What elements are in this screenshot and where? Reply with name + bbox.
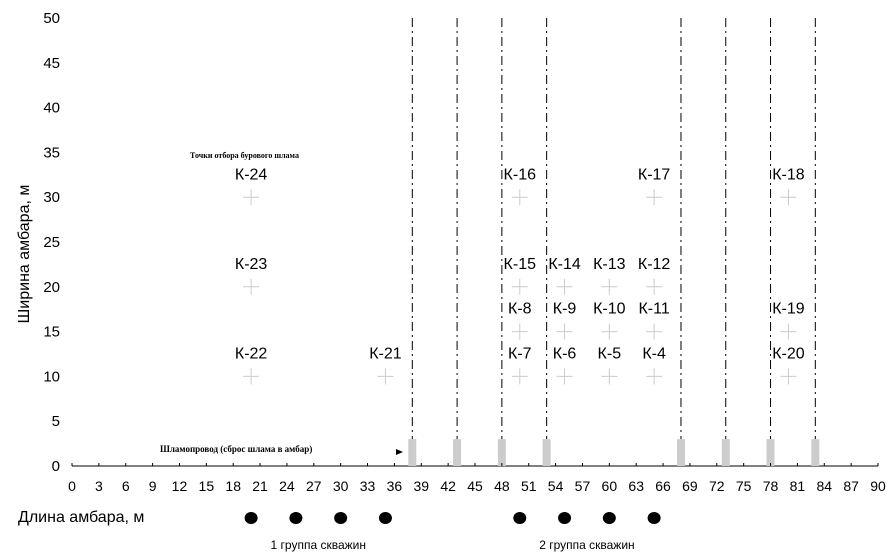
- pipeline-discharge-bar: [408, 439, 417, 466]
- y-tick-label: 5: [52, 413, 60, 430]
- x-tick-label: 3: [95, 478, 103, 494]
- sampling-point-label: К-6: [553, 345, 577, 362]
- x-tick-label: 51: [521, 478, 537, 494]
- x-tick-label: 60: [602, 478, 618, 494]
- x-tick-label: 0: [68, 478, 76, 494]
- sampling-point-label: К-18: [772, 166, 805, 183]
- y-tick-label: 35: [43, 144, 60, 161]
- x-tick-label: 69: [682, 478, 698, 494]
- pipeline-discharge-bar: [721, 439, 730, 466]
- well-marker: [289, 512, 303, 524]
- sampling-point-label: К-16: [504, 166, 537, 183]
- x-tick-label: 78: [763, 478, 779, 494]
- x-tick-label: 12: [172, 478, 188, 494]
- sampling-point-label: К-14: [548, 256, 581, 273]
- sampling-point-label: К-20: [772, 345, 805, 362]
- sampling-point-label: К-23: [235, 256, 268, 273]
- x-tick-label: 75: [736, 478, 752, 494]
- pipeline-discharge-bar: [497, 439, 506, 466]
- sampling-points-caption: Точки отбора бурового шлама: [190, 151, 299, 160]
- well-group-label: 2 группа скважин: [539, 538, 634, 552]
- x-tick-label: 15: [199, 478, 215, 494]
- sampling-point-label: К-8: [508, 301, 532, 318]
- x-axis-label: Длина амбара, м: [18, 509, 145, 526]
- pipeline-discharge-bar: [453, 439, 462, 466]
- well-marker: [513, 512, 527, 524]
- sampling-point-label: К-11: [638, 301, 669, 318]
- x-tick-label: 57: [575, 478, 591, 494]
- x-tick-label: 39: [413, 478, 429, 494]
- y-tick-label: 30: [43, 189, 60, 206]
- y-tick-label: 50: [43, 10, 60, 27]
- y-tick-label: 25: [43, 234, 60, 251]
- sampling-point-label: К-24: [235, 166, 268, 183]
- well-marker: [378, 512, 392, 524]
- sampling-point-label: К-22: [235, 345, 268, 362]
- sampling-point-label: К-19: [772, 301, 805, 318]
- x-tick-label: 18: [225, 478, 241, 494]
- x-tick-label: 66: [655, 478, 671, 494]
- pipeline-arrow-icon: [396, 449, 403, 455]
- sampling-point-label: К-15: [504, 256, 537, 273]
- sampling-point-label: К-21: [369, 345, 402, 362]
- x-tick-label: 90: [870, 478, 886, 494]
- x-tick-label: 87: [843, 478, 859, 494]
- sampling-point-label: К-13: [593, 256, 626, 273]
- x-tick-label: 9: [149, 478, 157, 494]
- pipeline-discharge-bar: [676, 439, 685, 466]
- x-tick-label: 33: [360, 478, 376, 494]
- well-marker: [244, 512, 258, 524]
- x-tick-label: 63: [628, 478, 644, 494]
- x-tick-label: 30: [333, 478, 349, 494]
- pipeline-caption: Шламопровод (сброс шлама в амбар): [160, 444, 313, 454]
- well-marker: [558, 512, 572, 524]
- well-group-label: 1 группа скважин: [271, 538, 366, 552]
- x-tick-label: 6: [122, 478, 130, 494]
- x-tick-label: 24: [279, 478, 295, 494]
- y-tick-label: 20: [43, 279, 60, 296]
- y-tick-label: 15: [43, 324, 60, 341]
- well-marker: [647, 512, 661, 524]
- sampling-point-label: К-9: [553, 301, 577, 318]
- x-tick-label: 54: [548, 478, 564, 494]
- pipeline-discharge-bar: [542, 439, 551, 466]
- y-tick-label: 10: [43, 368, 60, 385]
- x-tick-label: 36: [387, 478, 403, 494]
- sampling-point-label: К-17: [638, 166, 671, 183]
- y-axis-label: Ширина амбара, м: [16, 184, 33, 324]
- well-marker: [602, 512, 616, 524]
- y-tick-label: 0: [52, 458, 60, 475]
- x-tick-label: 81: [790, 478, 806, 494]
- x-tick-label: 21: [252, 478, 268, 494]
- x-tick-label: 48: [494, 478, 510, 494]
- sampling-point-label: К-12: [638, 256, 671, 273]
- x-tick-label: 45: [467, 478, 483, 494]
- x-tick-label: 42: [440, 478, 456, 494]
- x-tick-label: 72: [709, 478, 725, 494]
- sampling-point-label: К-7: [508, 345, 532, 362]
- x-tick-label: 84: [816, 478, 832, 494]
- sampling-point-label: К-5: [598, 345, 622, 362]
- y-tick-label: 40: [43, 100, 60, 117]
- y-tick-label: 45: [43, 55, 60, 72]
- sampling-point-label: К-4: [642, 345, 666, 362]
- well-marker: [334, 512, 348, 524]
- pipeline-discharge-bar: [811, 439, 820, 466]
- pipeline-discharge-bar: [766, 439, 775, 466]
- x-tick-label: 27: [306, 478, 322, 494]
- sampling-point-label: К-10: [593, 301, 626, 318]
